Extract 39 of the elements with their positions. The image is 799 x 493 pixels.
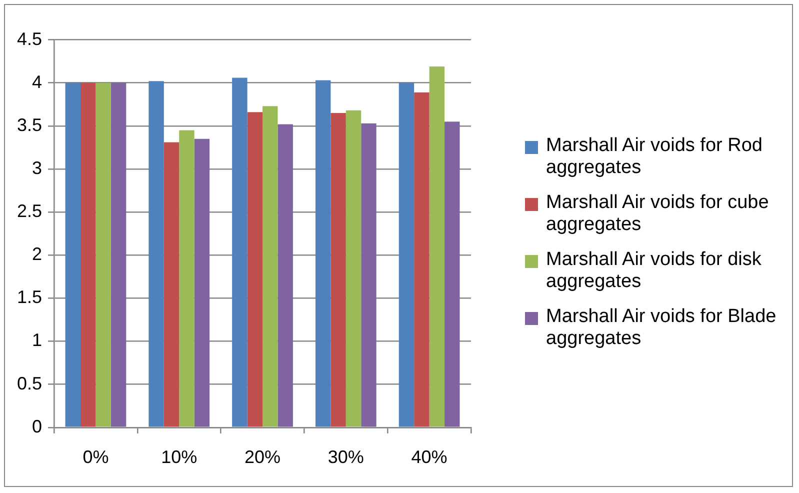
x-tick-label: 10% [161, 447, 198, 468]
bar [194, 138, 210, 427]
y-tick-label: 0.5 [16, 373, 42, 394]
bar [96, 82, 111, 427]
y-tick-label: 2.5 [16, 201, 42, 222]
legend-label: Marshall Air voids for Blade aggregates [546, 306, 778, 350]
x-tick-label: 40% [411, 447, 448, 468]
bar [80, 82, 96, 427]
y-tick-label: 1.5 [16, 287, 42, 308]
bar [330, 113, 346, 427]
bar [346, 110, 362, 427]
bar [110, 82, 126, 427]
x-tick-label: 0% [82, 447, 109, 468]
bar [179, 130, 194, 427]
bar [315, 80, 331, 427]
y-tick-label: 0 [32, 416, 42, 436]
legend-label: Marshall Air voids for Rod aggregates [546, 135, 764, 179]
legend-label: Marshall Air voids for disk aggregates [546, 249, 762, 293]
bar [232, 78, 248, 427]
bar [262, 106, 278, 427]
bar [148, 81, 164, 427]
bar [247, 112, 263, 427]
y-tick-label: 4 [32, 72, 42, 92]
x-tick-label: 20% [244, 447, 281, 468]
bar [444, 122, 460, 427]
bar [414, 92, 430, 427]
y-tick-label: 2 [32, 244, 42, 264]
bar [398, 82, 414, 427]
bar [278, 124, 293, 427]
bar [65, 82, 80, 427]
legend-label: Marshall Air voids for cube aggregates [546, 192, 770, 236]
bar [429, 66, 445, 427]
y-tick-label: 4.5 [16, 28, 42, 49]
bar [164, 142, 180, 427]
y-tick-label: 3.5 [16, 114, 42, 135]
bar [361, 123, 376, 427]
y-tick-label: 1 [32, 330, 42, 350]
x-tick-label: 30% [328, 447, 364, 468]
y-tick-label: 3 [32, 158, 42, 178]
